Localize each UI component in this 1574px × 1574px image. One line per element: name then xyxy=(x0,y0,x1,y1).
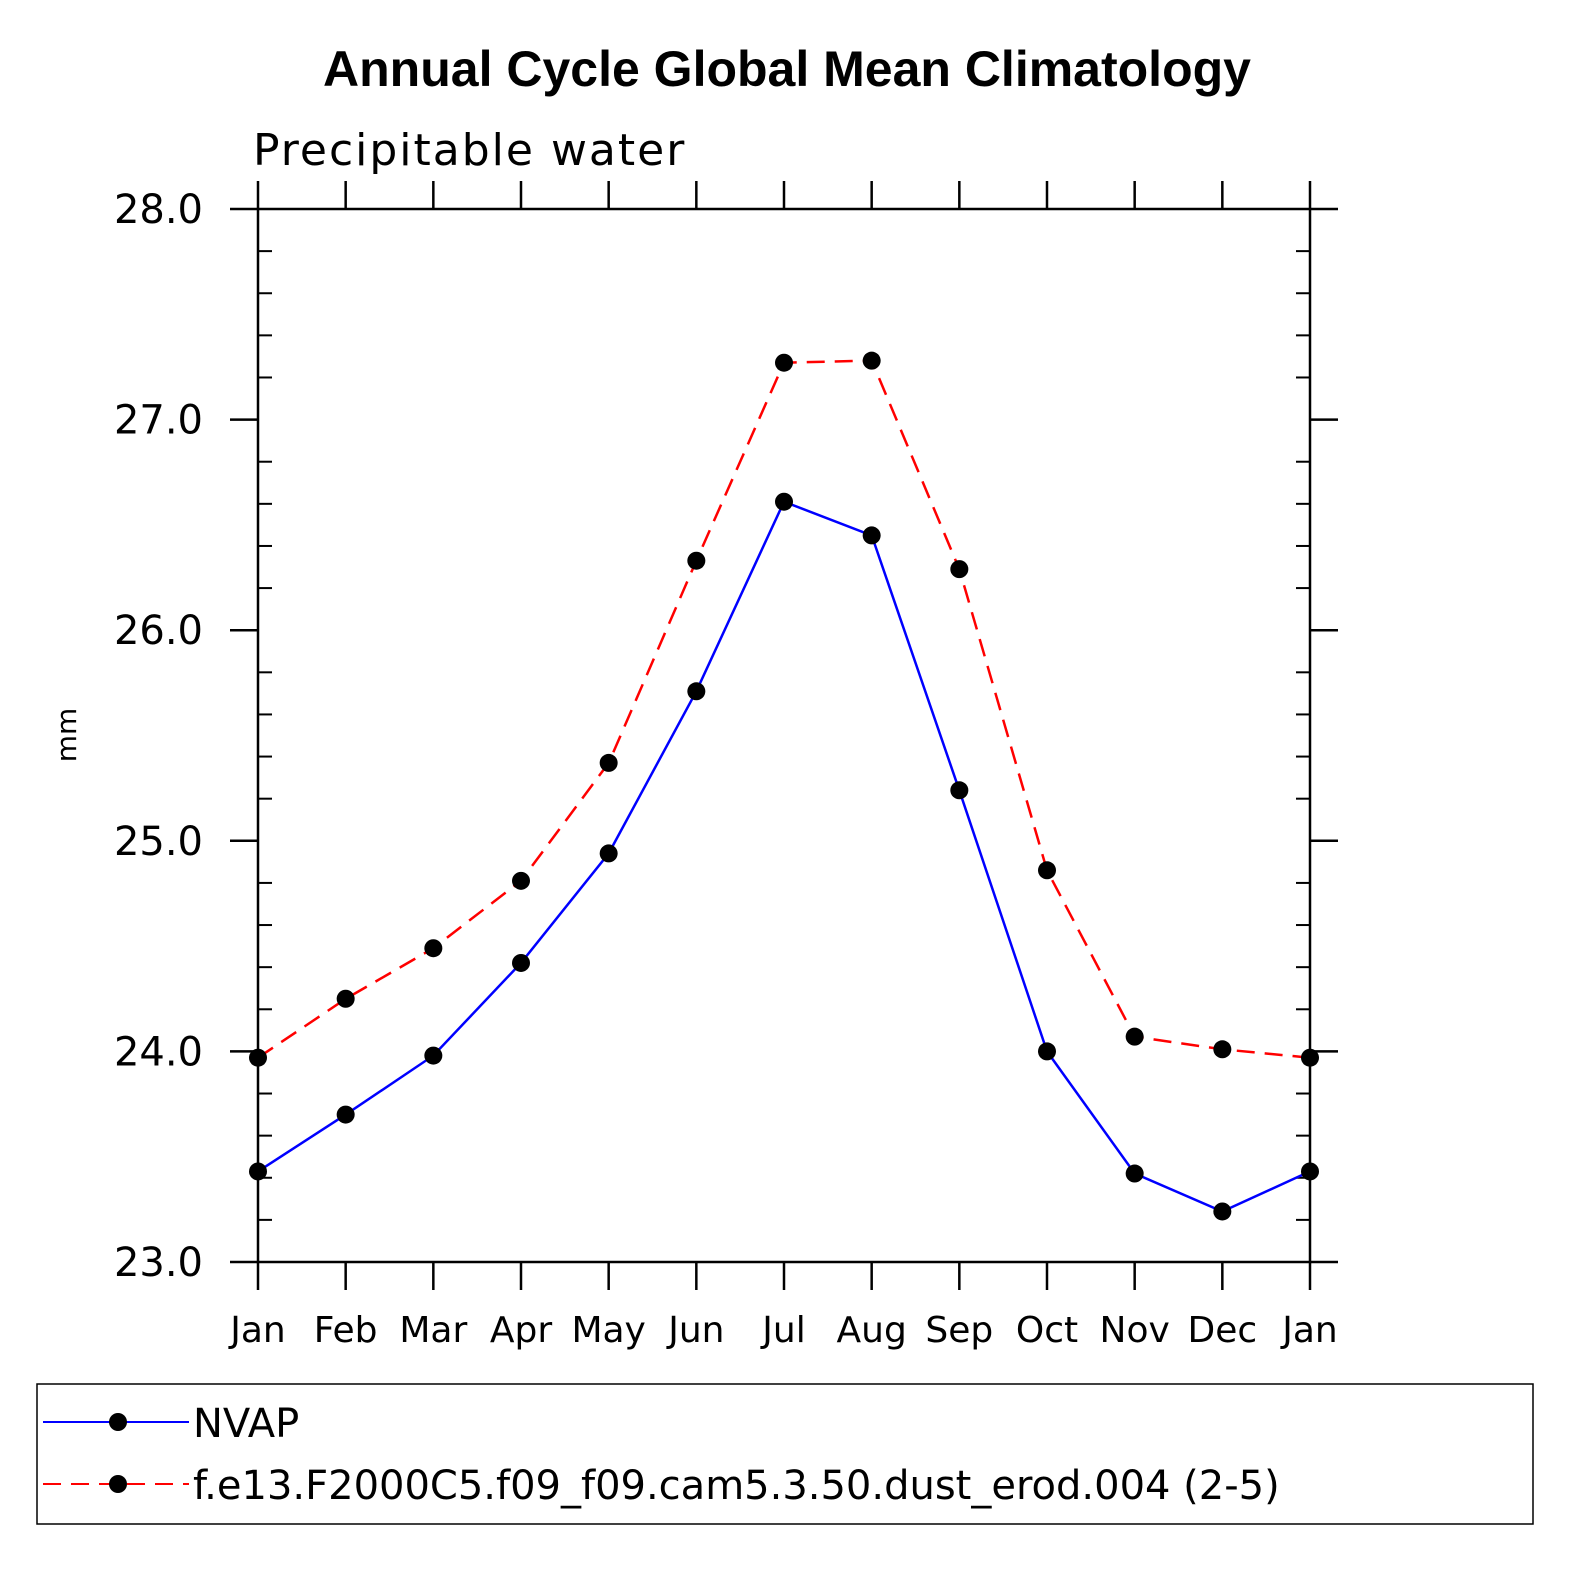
series-1-point xyxy=(1301,1048,1319,1067)
legend-label-nvap: NVAP xyxy=(193,1401,299,1447)
series-0-point xyxy=(1301,1162,1319,1181)
series-0-point xyxy=(1213,1202,1232,1221)
series-1-point xyxy=(1038,861,1056,880)
y-tick-label: 25.0 xyxy=(114,819,203,865)
series-0-point xyxy=(950,781,969,800)
y-tick-label: 26.0 xyxy=(114,608,203,654)
x-tick-label: Aug xyxy=(837,1310,907,1351)
x-tick-label: Jan xyxy=(1280,1310,1338,1351)
y-axis-label: mm xyxy=(50,708,83,763)
x-tick-label: Jun xyxy=(666,1310,724,1351)
series-1-point xyxy=(424,939,443,958)
y-tick-label: 23.0 xyxy=(114,1240,203,1286)
x-tick-label: Apr xyxy=(490,1310,552,1351)
legend-marker-nvap xyxy=(109,1413,127,1431)
y-tick-label: 24.0 xyxy=(114,1029,203,1075)
series-1-point xyxy=(775,353,793,372)
series-0-point xyxy=(599,844,618,863)
series-1-point xyxy=(1213,1040,1232,1059)
series-0-point xyxy=(336,1105,355,1124)
x-tick-label: Jan xyxy=(228,1310,286,1351)
series-1-point xyxy=(687,551,706,570)
chart-subtitle: Precipitable water xyxy=(253,125,686,176)
series-0-point xyxy=(687,682,706,701)
x-tick-label: Sep xyxy=(925,1310,993,1351)
series-1-point xyxy=(950,560,969,579)
series-0-point xyxy=(1125,1164,1144,1183)
series-0-point xyxy=(249,1162,267,1181)
axes: 23.0 24.0 25.0 26.0 27.0 28.0 Jan Feb Mar Apr May J… xyxy=(114,181,1338,1351)
x-tick-label: Dec xyxy=(1187,1310,1257,1351)
series-1-point xyxy=(862,351,881,370)
series-1-point xyxy=(1125,1027,1144,1046)
y-tick-label: 28.0 xyxy=(114,187,203,233)
legend-box xyxy=(36,1383,1534,1525)
legend-marker-model xyxy=(109,1475,127,1493)
x-tick-label: Mar xyxy=(399,1310,467,1351)
series-line-0 xyxy=(257,500,1311,1213)
series-0-point xyxy=(862,526,881,545)
series-1-point xyxy=(249,1048,267,1067)
series-line-1 xyxy=(257,359,1311,1059)
x-tick-label: Feb xyxy=(314,1310,378,1351)
legend-label-model: f.e13.F2000C5.f09_f09.cam5.3.50.dust_ero… xyxy=(193,1463,1280,1509)
series-group xyxy=(249,351,1319,1221)
series-0-point xyxy=(775,492,793,511)
series-0-point xyxy=(1038,1042,1056,1061)
series-0-point xyxy=(424,1046,443,1065)
series-1-point xyxy=(336,989,355,1008)
x-tick-label: Nov xyxy=(1100,1310,1170,1351)
legend: NVAP f.e13.F2000C5.f09_f09.cam5.3.50.dus… xyxy=(36,1383,1534,1525)
series-0-point xyxy=(512,953,530,972)
x-tick-label: May xyxy=(571,1310,645,1351)
chart-title: Annual Cycle Global Mean Climatology xyxy=(323,41,1251,97)
x-tick-label: Oct xyxy=(1016,1310,1078,1351)
x-tick-label: Jul xyxy=(760,1310,805,1351)
series-1-point xyxy=(599,753,618,772)
y-tick-label: 27.0 xyxy=(114,398,203,444)
series-1-point xyxy=(512,871,530,890)
